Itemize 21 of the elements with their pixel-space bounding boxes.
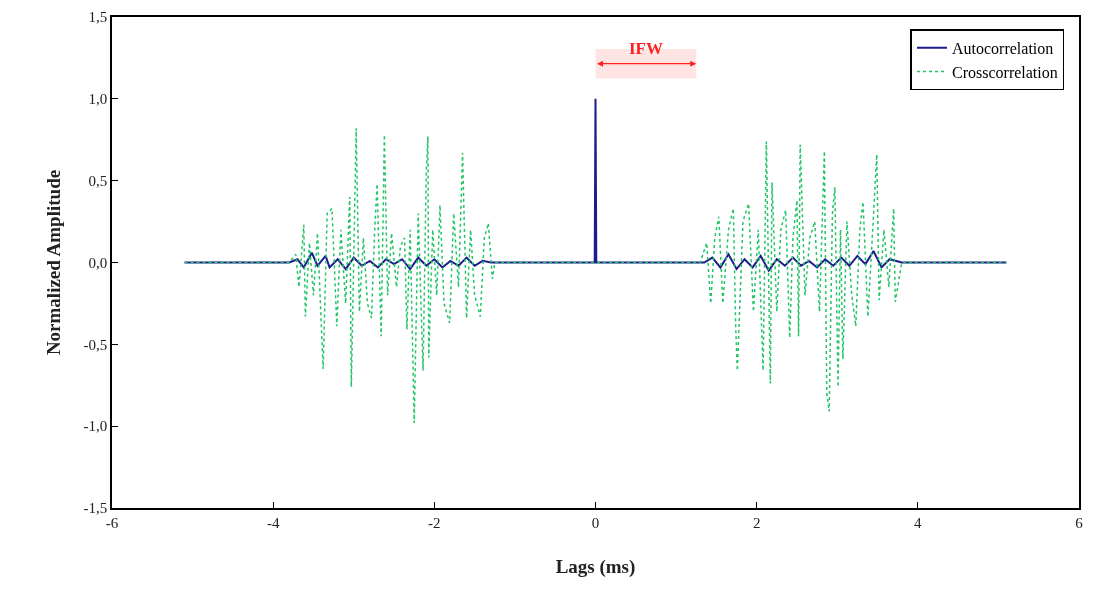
x-tick-label: -6	[105, 514, 119, 531]
line-series	[183, 127, 1008, 424]
band-label: IFW	[629, 39, 663, 58]
y-tick-label: 1,0	[88, 91, 108, 108]
y-tick-label: -1,5	[83, 500, 108, 517]
x-tick-label: -2	[428, 514, 441, 531]
x-tick-label: 4	[914, 514, 923, 531]
line-series	[183, 97, 1008, 272]
x-tick-label: -4	[266, 514, 280, 531]
y-tick-label: 1,5	[88, 9, 108, 26]
x-tick-label: 2	[752, 514, 761, 531]
legend-label: Autocorrelation	[951, 39, 1054, 57]
y-axis-title: Normalized Amplitude	[42, 169, 64, 356]
x-axis-title: Lags (ms)	[555, 556, 636, 579]
y-tick-label: -1,0	[83, 418, 108, 435]
y-tick-label: 0,5	[88, 172, 108, 189]
x-tick-label: 0	[591, 514, 600, 531]
legend-label: Crosscorrelation	[951, 63, 1058, 81]
x-tick-label: 6	[1075, 514, 1084, 531]
y-tick-label: -0,5	[83, 336, 108, 353]
y-tick-label: 0,0	[88, 254, 108, 271]
